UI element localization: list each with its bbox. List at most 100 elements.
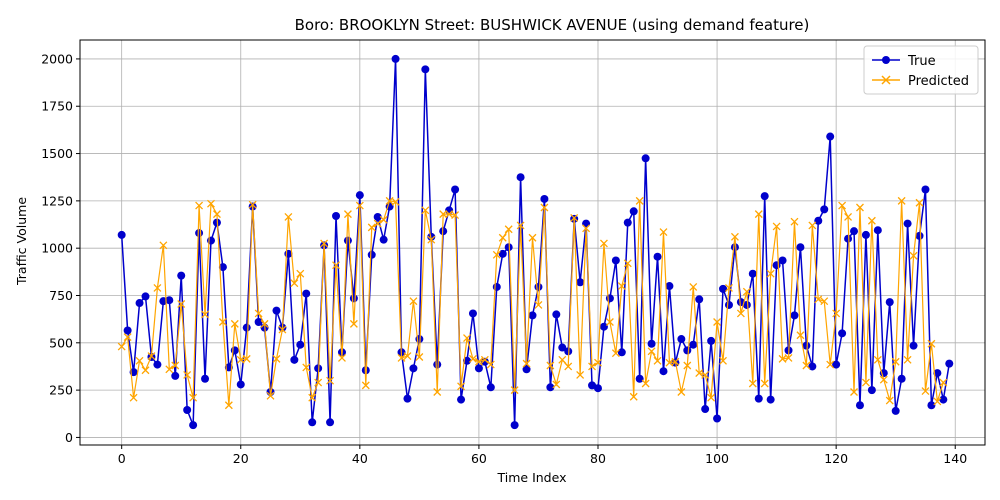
data-point-predicted <box>415 353 424 361</box>
data-point-true <box>457 395 466 404</box>
data-point-true <box>677 335 686 344</box>
data-point-predicted <box>522 359 531 368</box>
data-point-predicted <box>177 300 186 308</box>
data-point-true <box>713 414 722 423</box>
data-point-true <box>933 369 942 378</box>
data-point-true <box>778 256 787 265</box>
data-point-predicted <box>784 353 793 362</box>
data-point-true <box>564 347 573 356</box>
data-point-predicted <box>820 297 829 306</box>
data-point-true <box>748 269 757 278</box>
data-point-predicted <box>391 197 400 206</box>
data-point-predicted <box>457 382 466 391</box>
data-point-true <box>421 65 430 74</box>
data-point-predicted <box>915 198 924 207</box>
data-point-predicted <box>725 283 733 292</box>
chart-title: Boro: BROOKLYN Street: BUSHWICK AVENUE (… <box>295 16 810 34</box>
data-point-true <box>796 243 805 252</box>
data-point-predicted <box>760 379 769 388</box>
data-point-true <box>522 365 531 374</box>
data-point-predicted <box>897 196 906 205</box>
data-point-predicted <box>730 232 739 241</box>
data-point-true <box>123 326 132 335</box>
x-tick-label: 0 <box>118 451 126 466</box>
data-point-true <box>558 343 567 352</box>
x-tick-label: 60 <box>471 451 487 466</box>
y-tick-label: 250 <box>49 383 73 398</box>
data-point-predicted <box>933 397 942 406</box>
data-point-true <box>915 231 924 240</box>
data-point-true <box>302 289 311 298</box>
data-point-predicted <box>605 318 614 326</box>
data-point-true <box>236 380 245 389</box>
data-point-predicted <box>171 361 180 370</box>
data-point-true <box>373 212 382 221</box>
data-point-predicted <box>349 319 358 328</box>
data-point-predicted <box>296 269 305 278</box>
data-point-predicted <box>879 375 888 384</box>
data-point-predicted <box>290 279 299 288</box>
data-point-true <box>814 216 823 225</box>
data-point-true <box>885 298 894 307</box>
data-point-predicted <box>320 239 329 248</box>
data-point-predicted <box>867 216 876 225</box>
legend: True Predicted <box>863 45 979 95</box>
data-point-predicted <box>677 388 686 396</box>
data-point-true <box>665 282 674 291</box>
data-point-true <box>343 236 352 245</box>
data-point-predicted <box>802 361 811 370</box>
data-point-true <box>165 296 174 305</box>
data-point-predicted <box>153 283 162 292</box>
data-point-true <box>552 310 561 319</box>
data-point-true <box>355 191 364 200</box>
data-point-predicted <box>183 371 192 379</box>
data-point-predicted <box>338 353 346 362</box>
legend-label-true: True <box>907 54 936 69</box>
data-point-predicted <box>248 200 257 209</box>
data-point-true <box>921 185 930 194</box>
data-point-true <box>897 374 906 383</box>
data-point-predicted <box>832 309 841 318</box>
data-point-predicted <box>826 360 835 369</box>
x-tick-label: 20 <box>233 451 249 466</box>
data-point-true <box>909 341 918 350</box>
data-point-predicted <box>808 221 817 230</box>
data-point-predicted <box>635 196 644 205</box>
data-point-true <box>242 323 251 332</box>
data-point-true <box>719 284 728 293</box>
data-point-predicted <box>469 354 477 363</box>
data-point-true <box>891 406 900 415</box>
series-layer <box>117 54 954 430</box>
data-point-predicted <box>594 358 602 367</box>
data-point-true <box>867 386 876 395</box>
data-point-true <box>546 383 555 392</box>
data-point-predicted <box>909 251 918 260</box>
y-tick-label: 750 <box>49 288 73 303</box>
data-point-predicted <box>647 347 656 356</box>
data-point-true <box>855 401 864 410</box>
data-point-true <box>945 359 954 368</box>
data-point-predicted <box>671 357 680 366</box>
data-point-true <box>498 249 507 258</box>
data-point-predicted <box>713 318 722 326</box>
legend-label-predicted: Predicted <box>908 74 969 89</box>
data-point-predicted <box>201 310 209 319</box>
data-point-true <box>629 207 638 216</box>
data-point-predicted <box>653 356 662 365</box>
data-point-predicted <box>748 379 757 388</box>
data-point-true <box>504 243 513 252</box>
legend-marker-predicted <box>881 75 891 85</box>
data-point-predicted <box>272 354 281 363</box>
data-point-predicted <box>421 206 430 215</box>
data-point-predicted <box>921 387 930 396</box>
data-point-predicted <box>147 352 156 361</box>
data-point-predicted <box>302 363 311 372</box>
data-point-predicted <box>564 362 573 371</box>
data-point-predicted <box>588 362 596 371</box>
data-point-predicted <box>742 287 751 296</box>
data-point-true <box>641 154 650 163</box>
y-tick-label: 0 <box>65 430 73 445</box>
data-point-predicted <box>558 355 567 364</box>
data-point-predicted <box>165 365 174 374</box>
